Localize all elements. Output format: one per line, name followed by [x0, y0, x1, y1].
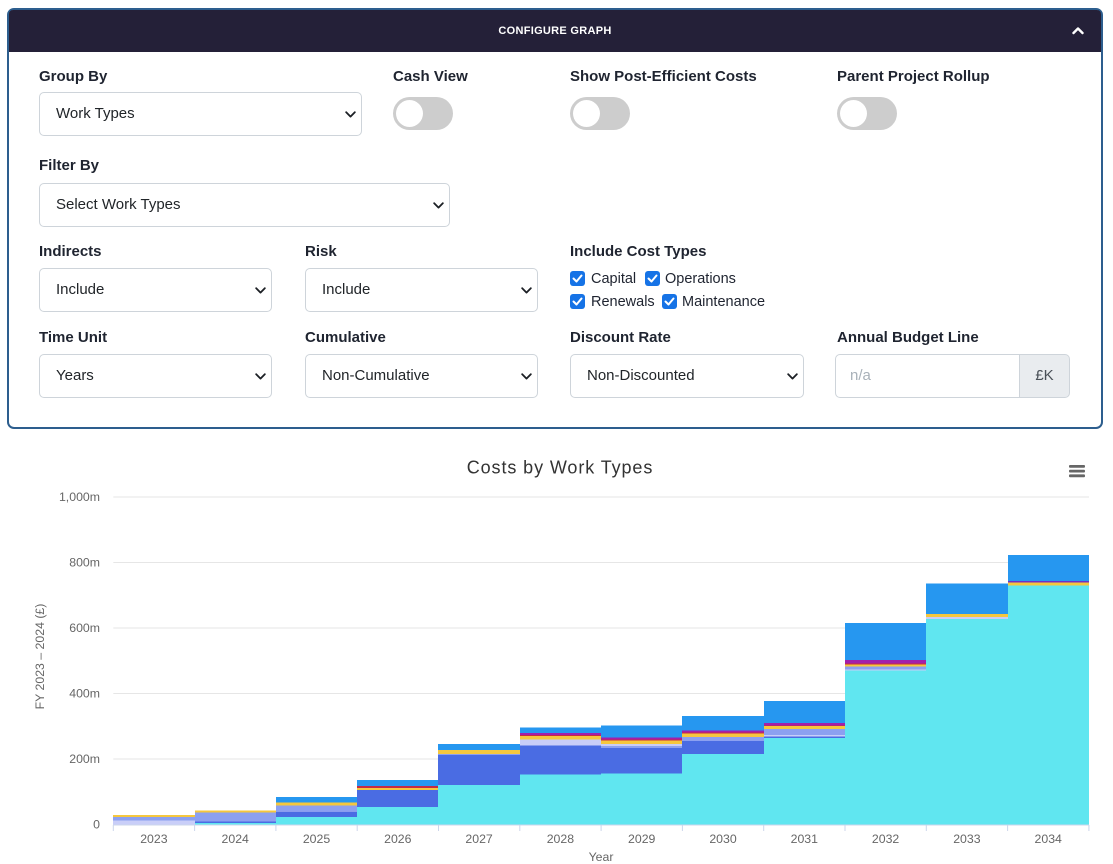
svg-text:2033: 2033 — [953, 832, 981, 846]
svg-text:2032: 2032 — [872, 832, 900, 846]
svg-text:Costs by Work Types: Costs by Work Types — [467, 458, 654, 478]
svg-text:200m: 200m — [69, 752, 100, 766]
svg-text:2030: 2030 — [709, 832, 737, 846]
svg-text:2034: 2034 — [1035, 832, 1063, 846]
svg-text:2026: 2026 — [384, 832, 412, 846]
svg-text:600m: 600m — [69, 621, 100, 635]
svg-text:2029: 2029 — [628, 832, 656, 846]
svg-text:2028: 2028 — [547, 832, 575, 846]
svg-text:2027: 2027 — [465, 832, 493, 846]
svg-text:2031: 2031 — [791, 832, 819, 846]
svg-text:FY 2023 – 2024 (£): FY 2023 – 2024 (£) — [33, 604, 47, 710]
svg-text:800m: 800m — [69, 556, 100, 570]
svg-text:1,000m: 1,000m — [59, 490, 100, 504]
svg-text:2025: 2025 — [303, 832, 331, 846]
svg-text:2023: 2023 — [140, 832, 168, 846]
svg-text:0: 0 — [93, 818, 100, 832]
svg-text:Year: Year — [589, 850, 614, 864]
svg-text:400m: 400m — [69, 687, 100, 701]
svg-text:2024: 2024 — [222, 832, 250, 846]
